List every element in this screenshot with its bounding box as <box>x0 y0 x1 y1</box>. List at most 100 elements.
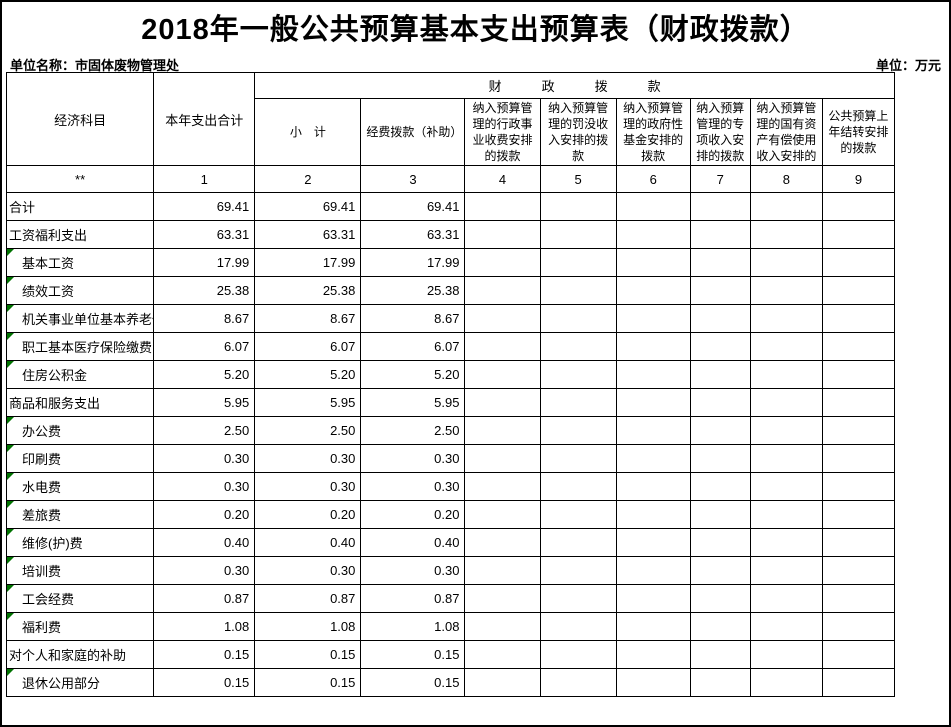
cell-col5 <box>539 248 617 277</box>
table-row: 印刷费 0.30 0.30 0.30 <box>5 444 896 473</box>
cell-col5 <box>539 220 617 249</box>
cell-col9 <box>821 668 896 697</box>
cell-col4 <box>464 192 541 221</box>
cell-subtotal: 0.20 <box>254 500 362 529</box>
cell-col6 <box>615 444 691 473</box>
table-row: 福利费 1.08 1.08 1.08 <box>5 612 896 641</box>
cell-funding-grant: 2.50 <box>360 416 466 445</box>
row-label-cell: 办公费 <box>5 416 155 445</box>
cell-year-total: 0.30 <box>153 556 256 585</box>
numbering-cell: 9 <box>821 165 896 193</box>
numbering-cell: 8 <box>749 165 823 193</box>
row-label-cell: 基本工资 <box>5 248 155 277</box>
row-label: 福利费 <box>22 620 62 635</box>
cell-col6 <box>615 584 691 613</box>
cell-col9 <box>821 640 896 669</box>
header-special-income-allocation: 纳入预算管理的专项收入安排的拨款 <box>689 98 751 166</box>
table-row: 维修(护)费 0.40 0.40 0.40 <box>5 528 896 557</box>
cell-col7 <box>689 388 751 417</box>
header-penalty-income-allocation: 纳入预算管理的罚没收入安排的拨款 <box>539 98 617 166</box>
row-label-cell: 商品和服务支出 <box>5 388 155 417</box>
cell-subtotal: 0.30 <box>254 556 362 585</box>
cell-col8 <box>749 444 823 473</box>
cell-subtotal: 6.07 <box>254 332 362 361</box>
row-label: 维修(护)费 <box>22 536 83 551</box>
row-label-cell: 印刷费 <box>5 444 155 473</box>
cell-subtotal: 1.08 <box>254 612 362 641</box>
error-indicator-triangle <box>7 417 14 424</box>
row-label-cell: 退休公用部分 <box>5 668 155 697</box>
cell-subtotal: 0.15 <box>254 668 362 697</box>
cell-col6 <box>615 192 691 221</box>
cell-year-total: 17.99 <box>153 248 256 277</box>
cell-funding-grant: 69.41 <box>360 192 466 221</box>
cell-year-total: 5.95 <box>153 388 256 417</box>
row-label-cell: 合计 <box>5 192 155 221</box>
cell-col4 <box>464 472 541 501</box>
row-label: 住房公积金 <box>22 368 88 383</box>
cell-col7 <box>689 668 751 697</box>
numbering-cell: 1 <box>153 165 256 193</box>
table-body: 合计 69.41 69.41 69.41 工资福利支出 63.31 63.31 … <box>5 192 896 697</box>
row-label: 绩效工资 <box>22 284 75 299</box>
cell-col6 <box>615 472 691 501</box>
cell-col8 <box>749 276 823 305</box>
table-row: 退休公用部分 0.15 0.15 0.15 <box>5 668 896 697</box>
error-indicator-triangle <box>7 529 14 536</box>
cell-col4 <box>464 500 541 529</box>
cell-col4 <box>464 332 541 361</box>
cell-year-total: 0.15 <box>153 668 256 697</box>
cell-col6 <box>615 612 691 641</box>
cell-col4 <box>464 640 541 669</box>
header-subtotal: 小 计 <box>254 98 362 166</box>
numbering-cell: 3 <box>360 165 466 193</box>
cell-year-total: 0.30 <box>153 472 256 501</box>
cell-subtotal: 69.41 <box>254 192 362 221</box>
cell-year-total: 25.38 <box>153 276 256 305</box>
cell-col4 <box>464 304 541 333</box>
cell-funding-grant: 0.30 <box>360 556 466 585</box>
cell-year-total: 0.87 <box>153 584 256 613</box>
cell-year-total: 0.20 <box>153 500 256 529</box>
row-label: 印刷费 <box>22 452 62 467</box>
cell-col7 <box>689 472 751 501</box>
header-year-total: 本年支出合计 <box>153 72 256 166</box>
cell-col5 <box>539 668 617 697</box>
row-label: 办公费 <box>22 424 62 439</box>
row-label: 职工基本医疗保险缴费 <box>22 340 153 355</box>
cell-subtotal: 0.40 <box>254 528 362 557</box>
numbering-cell: ** <box>5 165 155 193</box>
error-indicator-triangle <box>7 305 14 312</box>
cell-funding-grant: 17.99 <box>360 248 466 277</box>
cell-col7 <box>689 584 751 613</box>
header-gov-fund-allocation: 纳入预算管理的政府性基金安排的拨款 <box>615 98 691 166</box>
cell-col7 <box>689 528 751 557</box>
cell-col6 <box>615 276 691 305</box>
cell-col9 <box>821 304 896 333</box>
cell-col7 <box>689 612 751 641</box>
cell-col7 <box>689 276 751 305</box>
page-title: 2018年一般公共预算基本支出预算表（财政拨款） <box>141 14 810 46</box>
table-row: 工资福利支出 63.31 63.31 63.31 <box>5 220 896 249</box>
error-indicator-triangle <box>7 501 14 508</box>
cell-col5 <box>539 416 617 445</box>
header-fiscal-allocation-group: 财政拨款 <box>254 72 895 99</box>
error-indicator-triangle <box>7 249 14 256</box>
cell-col6 <box>615 528 691 557</box>
header-funding-grant: 经费拨款（补助） <box>360 98 466 166</box>
cell-col9 <box>821 500 896 529</box>
cell-col4 <box>464 444 541 473</box>
numbering-cell: 5 <box>539 165 617 193</box>
row-label-cell: 机关事业单位基本养老保险缴费 <box>5 304 155 333</box>
table-row: 工会经费 0.87 0.87 0.87 <box>5 584 896 613</box>
cell-subtotal: 0.87 <box>254 584 362 613</box>
row-label-cell: 工会经费 <box>5 584 155 613</box>
cell-col7 <box>689 332 751 361</box>
cell-funding-grant: 1.08 <box>360 612 466 641</box>
cell-year-total: 8.67 <box>153 304 256 333</box>
cell-subtotal: 5.95 <box>254 388 362 417</box>
table-row: 办公费 2.50 2.50 2.50 <box>5 416 896 445</box>
numbering-cell: 6 <box>615 165 691 193</box>
cell-col5 <box>539 388 617 417</box>
